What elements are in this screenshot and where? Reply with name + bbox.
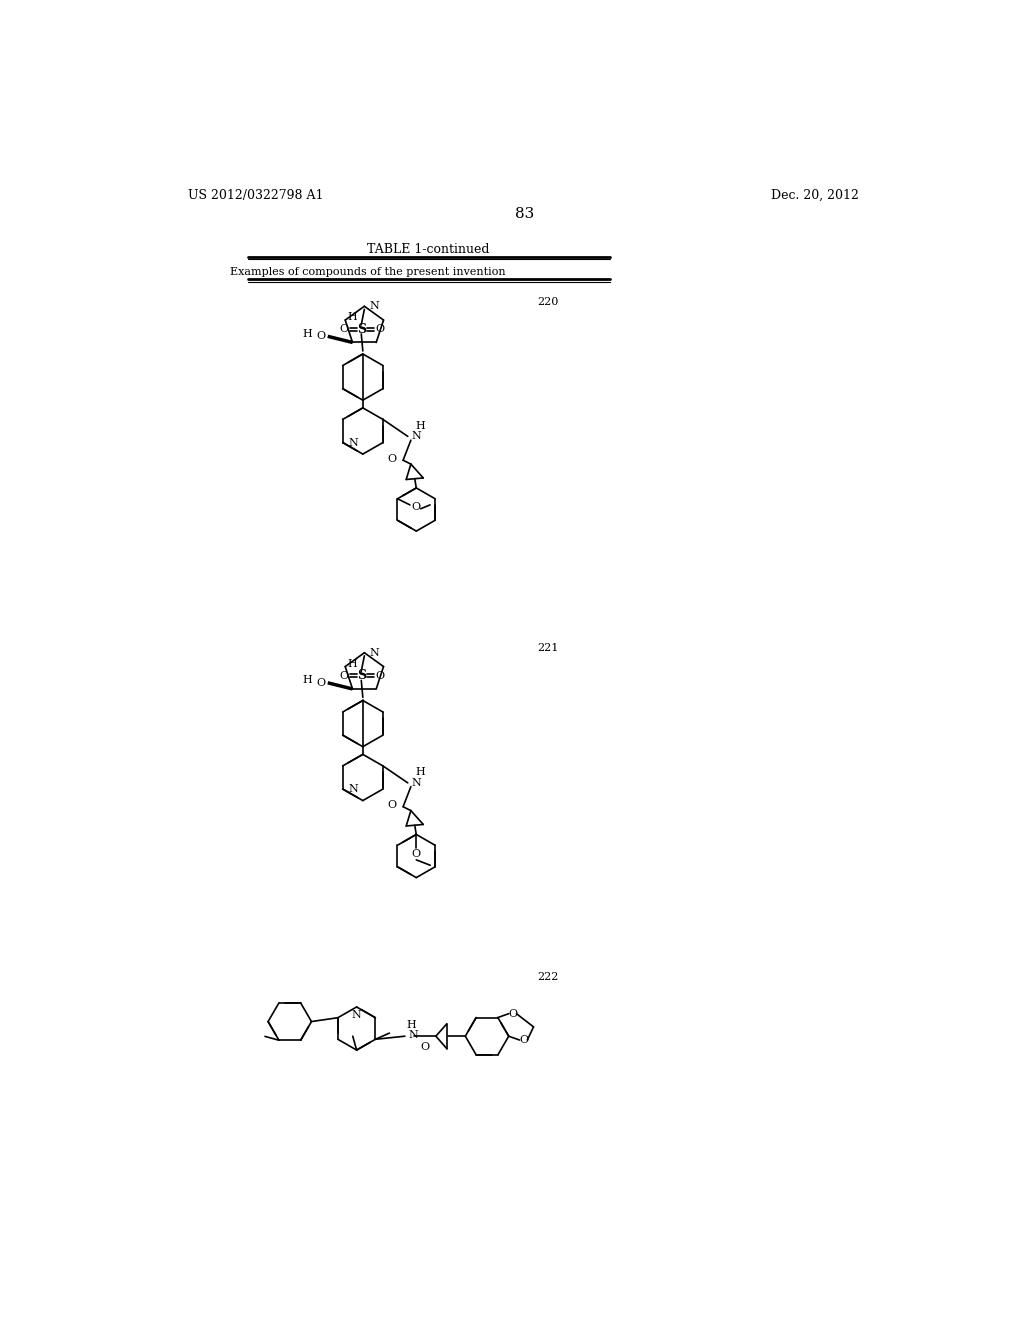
Text: US 2012/0322798 A1: US 2012/0322798 A1 bbox=[188, 189, 324, 202]
Text: O: O bbox=[388, 454, 397, 463]
Text: N: N bbox=[352, 1010, 361, 1019]
Text: H: H bbox=[303, 676, 312, 685]
Text: 220: 220 bbox=[538, 297, 558, 306]
Text: TABLE 1-continued: TABLE 1-continued bbox=[368, 243, 489, 256]
Text: S: S bbox=[357, 669, 367, 682]
Text: N: N bbox=[412, 432, 422, 441]
Text: O: O bbox=[340, 671, 349, 681]
Text: O: O bbox=[316, 331, 326, 342]
Text: H: H bbox=[347, 312, 356, 322]
Text: O: O bbox=[421, 1041, 430, 1052]
Text: 83: 83 bbox=[515, 207, 535, 220]
Text: N: N bbox=[370, 648, 380, 657]
Text: N: N bbox=[370, 301, 380, 312]
Text: O: O bbox=[340, 325, 349, 334]
Text: O: O bbox=[519, 1035, 528, 1045]
Text: O: O bbox=[376, 325, 384, 334]
Text: Examples of compounds of the present invention: Examples of compounds of the present inv… bbox=[230, 267, 506, 277]
Text: H: H bbox=[416, 421, 425, 430]
Text: H: H bbox=[303, 329, 312, 339]
Text: 221: 221 bbox=[538, 643, 558, 653]
Text: N: N bbox=[409, 1031, 419, 1040]
Text: O: O bbox=[508, 1008, 517, 1019]
Text: O: O bbox=[412, 850, 421, 859]
Text: O: O bbox=[412, 502, 421, 512]
Text: N: N bbox=[348, 437, 357, 447]
Text: N: N bbox=[412, 777, 422, 788]
Text: 222: 222 bbox=[538, 972, 558, 982]
Text: H: H bbox=[347, 659, 356, 668]
Text: O: O bbox=[388, 800, 397, 810]
Text: N: N bbox=[348, 784, 357, 795]
Text: Dec. 20, 2012: Dec. 20, 2012 bbox=[771, 189, 859, 202]
Text: H: H bbox=[407, 1020, 416, 1031]
Text: O: O bbox=[376, 671, 384, 681]
Text: O: O bbox=[316, 677, 326, 688]
Text: H: H bbox=[416, 767, 425, 777]
Text: S: S bbox=[357, 323, 367, 335]
